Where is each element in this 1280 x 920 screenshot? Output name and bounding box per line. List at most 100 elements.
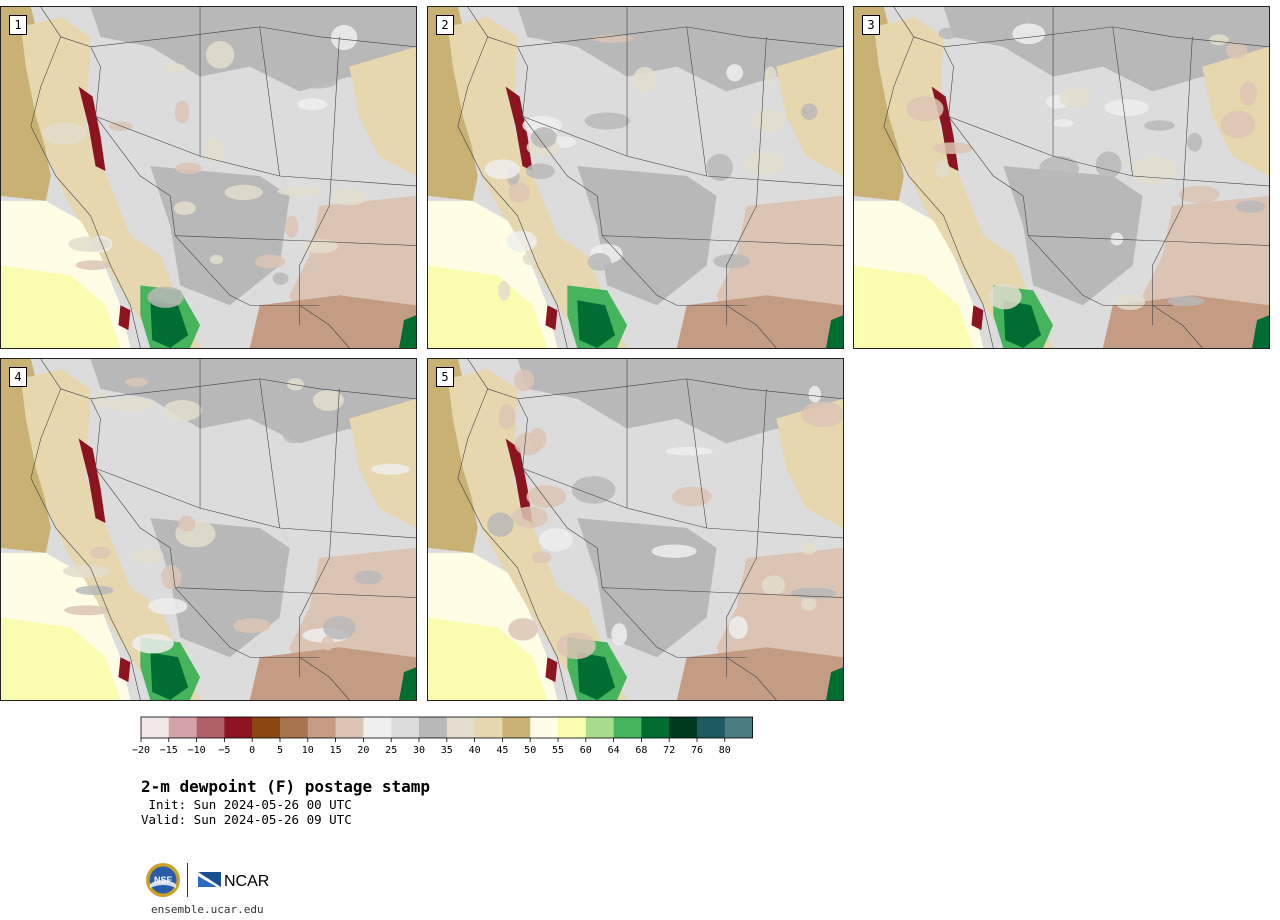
state-boundary-line xyxy=(95,116,416,187)
dewpoint-patch xyxy=(528,427,547,451)
dewpoint-patch xyxy=(987,283,1022,310)
dewpoint-patch xyxy=(178,515,196,532)
dewpoint-patch xyxy=(587,252,612,271)
southern-ocean-region xyxy=(1,617,121,700)
state-boundary-line xyxy=(30,388,141,700)
dewpoint-patch xyxy=(808,385,822,403)
southern-ocean-region xyxy=(854,265,974,348)
state-boundary-line xyxy=(30,36,141,348)
dewpoint-patch xyxy=(1187,132,1203,152)
great-basin-dry-region xyxy=(1003,166,1143,306)
dewpoint-patch xyxy=(130,548,164,564)
state-boundary-line xyxy=(40,359,320,658)
state-boundary-line xyxy=(175,235,416,246)
dewpoint-patch xyxy=(801,401,843,428)
colorbar-tick-label: 76 xyxy=(691,745,703,756)
state-boundary-line xyxy=(686,378,707,529)
dewpoint-patch xyxy=(147,286,184,308)
state-boundary-line xyxy=(726,305,777,348)
colorbar-swatch xyxy=(196,717,225,738)
plains-moist-region xyxy=(776,398,843,529)
dewpoint-patch xyxy=(62,564,110,578)
dewpoint-patch xyxy=(186,222,200,233)
colorbar-tick-label: −10 xyxy=(188,745,206,756)
state-boundary-line xyxy=(1028,235,1269,246)
dewpoint-patch xyxy=(1220,110,1256,139)
state-boundary-line xyxy=(40,7,320,306)
dewpoint-patch xyxy=(672,486,712,507)
dewpoint-patch xyxy=(224,184,263,201)
dewpoint-patch xyxy=(498,280,511,301)
dewpoint-patch xyxy=(1058,192,1080,210)
dewpoint-patch xyxy=(109,397,153,412)
state-boundary-line xyxy=(522,468,843,539)
state-boundary-line xyxy=(95,468,416,539)
southern-ocean-region xyxy=(428,617,548,700)
colorbar-swatch xyxy=(558,717,587,738)
dewpoint-patch xyxy=(611,623,628,646)
dewpoint-patch xyxy=(42,122,88,145)
colorbar-tick-label: 45 xyxy=(496,745,508,756)
dewpoint-map xyxy=(428,359,843,700)
colorbar-tick-label: 60 xyxy=(580,745,592,756)
dewpoint-patch xyxy=(626,192,667,212)
state-boundary-line xyxy=(686,26,707,177)
northern-rockies-dry-region xyxy=(90,359,416,449)
state-boundary-line xyxy=(299,657,350,700)
dewpoint-patch xyxy=(706,153,733,181)
southern-ocean-region xyxy=(428,265,548,348)
western-slopes-region xyxy=(447,368,628,700)
member-map-4: 4 xyxy=(0,358,417,701)
dewpoint-patch xyxy=(203,138,225,163)
gulf-moist-core xyxy=(1003,300,1042,348)
dewpoint-patch xyxy=(1209,34,1229,46)
colorbar-swatch xyxy=(168,717,197,738)
dewpoint-map xyxy=(428,7,843,348)
dewpoint-patch xyxy=(1239,81,1257,106)
desert-low-dewpoint-region xyxy=(676,647,843,700)
gulf-coast-moist-region xyxy=(1252,315,1269,348)
dewpoint-patch xyxy=(93,393,111,408)
member-map-1: 1 xyxy=(0,6,417,349)
dewpoint-patch xyxy=(354,570,383,585)
dewpoint-patch xyxy=(1167,296,1205,307)
dewpoint-patch xyxy=(508,618,538,641)
dewpoint-patch xyxy=(484,159,520,180)
colorbar-swatch xyxy=(474,717,503,738)
colorbar-tick-label: 64 xyxy=(608,745,620,756)
sierra-dry-streak xyxy=(78,86,106,172)
state-boundary-line xyxy=(602,235,843,246)
colorbar-tick-label: 80 xyxy=(719,745,731,756)
sierra-dry-streak xyxy=(505,438,533,524)
gulf-moist-core xyxy=(577,652,616,700)
state-boundary-line xyxy=(175,587,416,598)
dewpoint-patch xyxy=(764,66,777,86)
dewpoint-patch xyxy=(254,254,286,269)
dewpoint-patch xyxy=(287,378,304,391)
dewpoint-map xyxy=(1,359,416,700)
gulf-moist-core xyxy=(150,300,189,348)
dewpoint-patch xyxy=(272,272,289,285)
gulf-coast-moist-region xyxy=(399,315,416,348)
dewpoint-patch xyxy=(1114,294,1146,310)
dewpoint-patch xyxy=(174,100,190,124)
member-number-label: 3 xyxy=(862,15,880,35)
member-map-2: 2 xyxy=(427,6,844,349)
colorbar-swatch xyxy=(391,717,420,738)
baja-dry-streak xyxy=(545,657,558,683)
dewpoint-patch xyxy=(506,230,538,252)
dewpoint-patch xyxy=(665,446,713,456)
dewpoint-patch xyxy=(556,632,596,660)
state-boundary-line xyxy=(299,388,340,678)
state-boundary-line xyxy=(726,388,767,678)
dewpoint-patch xyxy=(571,476,616,504)
colorbar-tick-label: 55 xyxy=(552,745,564,756)
colorbar-swatch xyxy=(502,717,531,738)
colorbar-swatch xyxy=(419,717,448,738)
baja-dry-streak xyxy=(971,305,984,331)
dewpoint-patch xyxy=(726,64,744,82)
colorbar-swatch xyxy=(697,717,726,738)
dewpoint-patch xyxy=(1012,23,1046,45)
dewpoint-patch xyxy=(728,616,748,640)
colorbar-swatch xyxy=(613,717,642,738)
